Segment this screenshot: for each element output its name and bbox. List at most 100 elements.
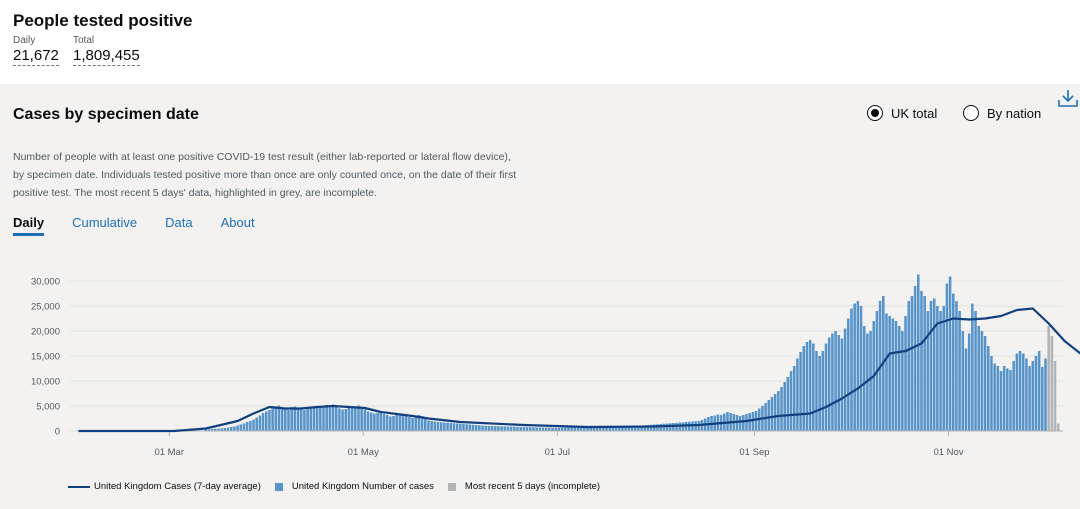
download-icon[interactable]	[1057, 88, 1079, 108]
cases-bar	[850, 308, 853, 431]
cases-bar	[563, 427, 567, 431]
cases-bar	[497, 426, 500, 431]
cases-bar	[780, 387, 783, 431]
cases-bar	[446, 422, 449, 431]
cases-bar	[319, 407, 322, 431]
cases-bar	[1037, 351, 1041, 431]
cases-bar	[382, 414, 386, 431]
cases-bar	[376, 413, 379, 431]
cases-bar	[659, 424, 662, 431]
chart-legend: United Kingdom Cases (7-day average) Uni…	[68, 481, 614, 492]
cases-bar	[287, 410, 290, 431]
cases-bar	[656, 424, 659, 431]
cases-bar	[853, 303, 856, 431]
cases-bar	[354, 407, 357, 431]
cases-bar	[360, 407, 363, 431]
cases-bar	[777, 391, 780, 431]
cases-bar	[618, 426, 621, 431]
cases-bar	[888, 316, 891, 431]
cases-bar	[264, 411, 268, 431]
cases-bar	[309, 408, 313, 431]
cases-bar	[471, 424, 475, 431]
cases-bar	[430, 421, 433, 431]
cases-bar	[417, 415, 421, 431]
cases-bar	[389, 416, 392, 431]
cases-bar	[589, 427, 592, 431]
cases-bar	[1012, 361, 1015, 431]
cases-bar	[977, 326, 980, 431]
x-tick-label: 01 Sep	[739, 447, 769, 458]
tab-daily[interactable]: Daily	[13, 215, 45, 236]
cases-bar	[917, 274, 920, 431]
cases-bar	[366, 411, 370, 431]
cases-bar	[738, 416, 742, 431]
total-value[interactable]: 1,809,455	[73, 47, 140, 66]
cases-bar	[220, 428, 223, 431]
cases-bar	[745, 414, 748, 431]
y-tick-label: 10,000	[31, 377, 60, 388]
daily-label: Daily	[13, 35, 36, 46]
cases-bar	[643, 425, 647, 431]
radio-uk-total[interactable]: UK total	[867, 105, 937, 121]
cases-bar	[478, 425, 481, 431]
tab-data[interactable]: Data	[165, 215, 193, 230]
cases-bar	[767, 400, 771, 431]
cases-bar	[249, 421, 252, 431]
cases-bar	[859, 306, 863, 431]
cases-bar	[303, 410, 306, 431]
cases-bar	[611, 426, 615, 431]
cases-bar	[665, 423, 669, 431]
cases-bar	[958, 311, 961, 431]
cases-bar	[675, 422, 678, 431]
radio-by-nation[interactable]: By nation	[963, 105, 1041, 121]
cases-chart: 0 5,000 10,000 15,000 20,000 25,000 30,000 01 M…	[31, 274, 1080, 458]
cases-bar	[843, 328, 847, 431]
cases-bar	[812, 343, 815, 431]
cases-bar	[271, 408, 274, 431]
cases-bar	[649, 424, 653, 431]
cases-bar	[913, 286, 917, 431]
cases-bar	[821, 351, 825, 431]
cases-bar	[586, 427, 589, 431]
cases-bar	[506, 426, 510, 431]
cases-bar	[990, 356, 993, 431]
cases-bar	[754, 411, 758, 431]
cases-bar	[373, 413, 376, 431]
x-tick-label: 01 Nov	[933, 447, 963, 458]
cases-bar	[226, 427, 230, 431]
cases-bar	[907, 301, 911, 431]
cases-bar	[1044, 358, 1047, 431]
cases-bar	[595, 427, 599, 431]
cases-bar	[614, 426, 618, 431]
cases-bar	[999, 371, 1003, 431]
tab-about[interactable]: About	[220, 215, 255, 230]
y-tick-label: 25,000	[31, 302, 60, 313]
cases-bar	[484, 425, 487, 431]
cases-bar	[570, 427, 573, 431]
legend-item-average[interactable]: United Kingdom Cases (7-day average)	[68, 481, 261, 492]
cases-bar	[624, 426, 627, 431]
cases-bar	[923, 296, 926, 431]
daily-value[interactable]: 21,672	[13, 47, 59, 66]
tab-cumulative[interactable]: Cumulative	[72, 215, 138, 230]
cases-bar	[967, 333, 971, 431]
cases-bar	[735, 415, 739, 431]
cases-bar	[961, 331, 965, 431]
cases-bar	[837, 335, 841, 431]
legend-item-incomplete[interactable]: Most recent 5 days (incomplete)	[447, 481, 600, 492]
cases-bar	[408, 417, 411, 431]
cases-bar	[862, 326, 866, 431]
cases-bar	[449, 423, 452, 431]
description-line: positive test. The most recent 5 days' d…	[13, 187, 378, 199]
cases-bar	[207, 429, 211, 431]
cases-bar	[344, 409, 348, 431]
cases-bar	[404, 416, 408, 431]
cases-bar	[904, 316, 907, 431]
cases-bar	[280, 408, 284, 431]
legend-item-cases[interactable]: United Kingdom Number of cases	[274, 481, 434, 492]
cases-bar	[818, 356, 821, 431]
cases-bar	[525, 427, 529, 431]
cases-bar	[544, 427, 548, 431]
cases-bar	[433, 421, 437, 431]
radio-selected-icon	[867, 105, 883, 121]
